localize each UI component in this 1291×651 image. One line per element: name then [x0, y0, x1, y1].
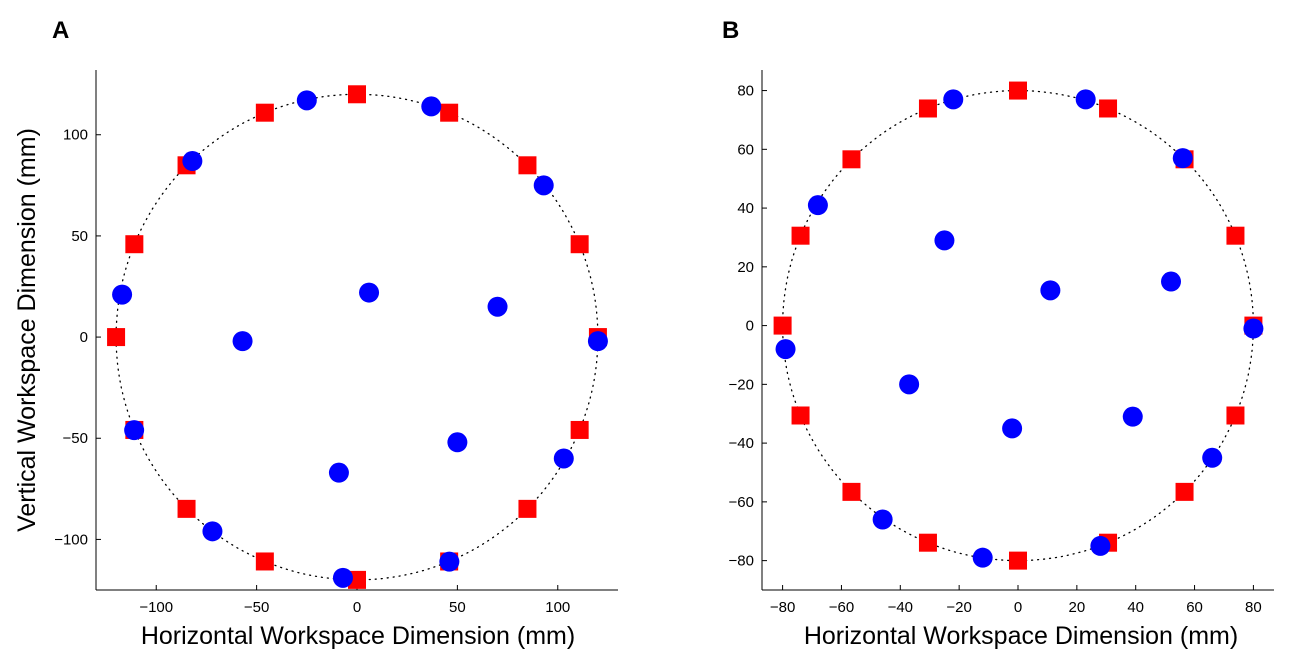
y-tick-label: 80	[737, 83, 754, 100]
target-square-marker	[518, 499, 537, 518]
target-square-marker	[177, 499, 196, 518]
endpoint-circle-marker	[553, 448, 574, 469]
target-square-marker	[255, 552, 274, 571]
target-square-marker	[1175, 482, 1194, 501]
target-square-marker	[791, 406, 810, 425]
endpoint-circle-marker	[232, 331, 253, 352]
endpoint-circle-marker	[533, 175, 554, 196]
target-square-marker	[518, 156, 537, 175]
x-tick-label: 0	[353, 599, 361, 616]
y-tick-label: −80	[729, 553, 754, 570]
x-tick-label: 40	[1127, 599, 1144, 616]
endpoint-circle-marker	[1243, 318, 1264, 339]
endpoint-circle-marker	[1090, 535, 1111, 556]
endpoint-circle-marker	[972, 547, 993, 568]
target-square-marker	[125, 235, 144, 254]
target-square-marker	[1009, 551, 1027, 570]
x-tick-label: −60	[829, 599, 854, 616]
x-tick-label: 20	[1069, 599, 1086, 616]
endpoint-circle-marker	[447, 432, 468, 453]
endpoint-circle-marker	[934, 230, 955, 251]
target-square-marker	[1099, 99, 1118, 118]
y-tick-label: 0	[746, 318, 754, 335]
y-tick-label: −40	[729, 435, 754, 452]
y-tick-label: 100	[63, 127, 88, 144]
target-square-marker	[570, 420, 589, 439]
y-tick-label: 60	[737, 141, 754, 158]
y-tick-label: 0	[80, 329, 88, 346]
y-tick-label: −60	[729, 494, 754, 511]
endpoint-circle-marker	[775, 339, 796, 360]
endpoint-circle-marker	[1172, 148, 1193, 169]
endpoint-circle-marker	[1161, 271, 1182, 292]
endpoint-circle-marker	[112, 284, 133, 305]
endpoint-circle-marker	[182, 151, 203, 172]
x-axis-label-a: Horizontal Workspace Dimension (mm)	[141, 622, 575, 650]
endpoint-circle-marker	[587, 331, 608, 352]
endpoint-circle-marker	[1202, 447, 1223, 468]
x-tick-label: −50	[244, 599, 269, 616]
endpoint-circle-marker	[1075, 89, 1096, 110]
endpoint-circle-marker	[421, 96, 442, 117]
target-square-marker	[348, 85, 366, 104]
endpoint-circle-marker	[1122, 406, 1143, 427]
x-tick-label: 100	[545, 599, 570, 616]
x-tick-label: 60	[1186, 599, 1203, 616]
endpoint-circle-marker	[807, 195, 828, 216]
y-tick-label: 20	[737, 259, 754, 276]
panel-a: A Horizontal Workspace Dimension (mm) Ve…	[13, 17, 618, 650]
target-square-marker	[842, 482, 861, 501]
panel-label-a: A	[52, 17, 69, 44]
x-tick-label: 80	[1245, 599, 1262, 616]
endpoint-circle-marker	[124, 420, 145, 441]
y-tick-label: −50	[63, 430, 88, 447]
endpoint-circle-marker	[487, 296, 508, 317]
y-axis-label-a: Vertical Workspace Dimension (mm)	[13, 128, 41, 532]
target-square-marker	[1009, 81, 1027, 100]
x-tick-label: 0	[1014, 599, 1022, 616]
target-square-marker	[440, 103, 459, 122]
y-tick-label: 50	[71, 228, 88, 245]
x-tick-label: −40	[888, 599, 913, 616]
x-axis-label-b: Horizontal Workspace Dimension (mm)	[804, 622, 1238, 650]
endpoint-circle-marker	[359, 282, 380, 303]
endpoint-circle-marker	[332, 567, 353, 588]
x-tick-label: −20	[946, 599, 971, 616]
endpoint-circle-marker	[943, 89, 964, 110]
target-square-marker	[773, 316, 792, 335]
endpoint-circle-marker	[439, 551, 460, 572]
endpoint-circle-marker	[1040, 280, 1061, 301]
panel-label-b: B	[722, 17, 739, 44]
dotted-circle-path	[115, 93, 599, 581]
endpoint-circle-marker	[328, 462, 349, 483]
endpoint-circle-marker	[202, 521, 223, 542]
y-tick-label: −20	[729, 376, 754, 393]
x-tick-label: −100	[139, 599, 173, 616]
target-square-marker	[1226, 406, 1245, 425]
target-square-marker	[1226, 226, 1245, 245]
y-tick-label: −100	[54, 531, 88, 548]
endpoint-circle-marker	[1002, 418, 1023, 439]
target-square-marker	[918, 533, 937, 552]
target-square-marker	[570, 235, 589, 254]
target-square-marker	[918, 99, 937, 118]
target-square-marker	[255, 103, 274, 122]
endpoint-circle-marker	[872, 509, 893, 530]
target-square-marker	[791, 226, 810, 245]
y-tick-label: 40	[737, 200, 754, 217]
endpoint-circle-marker	[296, 90, 317, 111]
x-tick-label: 50	[449, 599, 466, 616]
endpoint-circle-marker	[899, 374, 920, 395]
target-square-marker	[842, 150, 861, 169]
target-square-marker	[107, 328, 126, 347]
panel-b: B Horizontal Workspace Dimension (mm) −8…	[722, 17, 1274, 650]
x-tick-label: −80	[770, 599, 795, 616]
